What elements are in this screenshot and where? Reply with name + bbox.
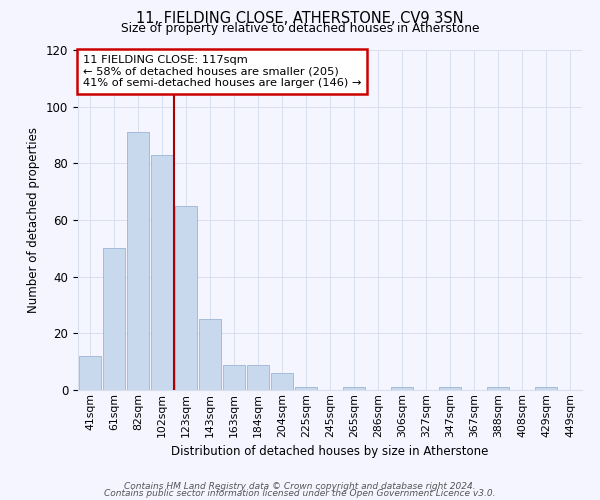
- Bar: [127, 132, 149, 390]
- Bar: [247, 364, 269, 390]
- Bar: [175, 206, 197, 390]
- Bar: [295, 387, 317, 390]
- Text: 11, FIELDING CLOSE, ATHERSTONE, CV9 3SN: 11, FIELDING CLOSE, ATHERSTONE, CV9 3SN: [136, 11, 464, 26]
- Bar: [487, 387, 509, 390]
- Bar: [343, 387, 365, 390]
- Text: Contains public sector information licensed under the Open Government Licence v3: Contains public sector information licen…: [104, 489, 496, 498]
- Bar: [79, 356, 101, 390]
- Bar: [103, 248, 125, 390]
- Text: Contains HM Land Registry data © Crown copyright and database right 2024.: Contains HM Land Registry data © Crown c…: [124, 482, 476, 491]
- Bar: [271, 373, 293, 390]
- Bar: [391, 387, 413, 390]
- Text: 11 FIELDING CLOSE: 117sqm
← 58% of detached houses are smaller (205)
41% of semi: 11 FIELDING CLOSE: 117sqm ← 58% of detac…: [83, 55, 361, 88]
- Y-axis label: Number of detached properties: Number of detached properties: [28, 127, 40, 313]
- Bar: [151, 155, 173, 390]
- X-axis label: Distribution of detached houses by size in Atherstone: Distribution of detached houses by size …: [172, 445, 488, 458]
- Bar: [223, 364, 245, 390]
- Bar: [439, 387, 461, 390]
- Text: Size of property relative to detached houses in Atherstone: Size of property relative to detached ho…: [121, 22, 479, 35]
- Bar: [535, 387, 557, 390]
- Bar: [199, 319, 221, 390]
